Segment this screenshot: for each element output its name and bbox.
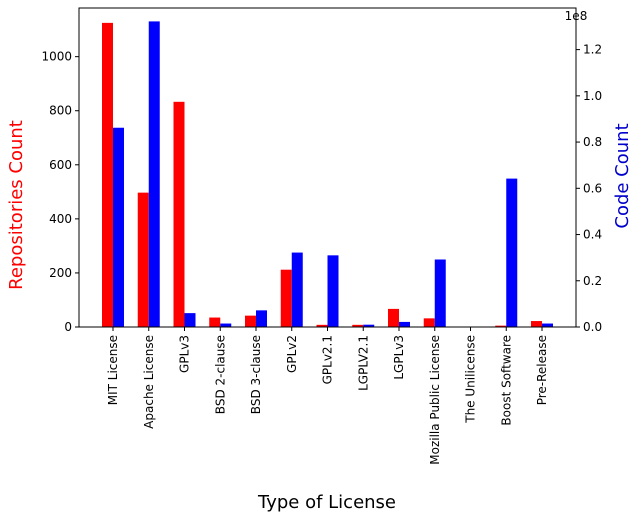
left-axis-ticks: 0 200 400 600 800 1000 [41,50,79,334]
bar-code-count-6 [327,255,339,327]
bar-code-count-7 [363,324,375,327]
bar-code-count-4 [256,310,267,327]
right-axis-ticks: 0.0 0.2 0.4 0.6 0.8 1.0 1.2 [576,43,602,334]
left-tick-label: 400 [49,212,72,226]
x-tick-label: The Unilicense [464,335,478,424]
right-axis-label: Code Count [612,123,633,228]
bar-repositories-4 [245,315,256,327]
bar-code-count-11 [506,178,518,327]
x-tick-label: Apache License [142,335,156,429]
x-tick-label: GPLv3 [178,335,192,373]
bar-repositories-0 [102,22,113,327]
bar-repositories-6 [316,324,328,327]
x-tick-label: Boost Software [499,335,513,426]
left-tick-label: 1000 [41,50,72,64]
bar-code-count-8 [399,321,410,327]
bar-repositories-8 [388,308,399,327]
x-tick-label: LGPLV2.1 [356,335,370,391]
bar-repositories-2 [173,101,185,328]
x-tick-label: Pre-Release [535,335,549,405]
right-tick-label: 0.4 [583,228,602,242]
bar-repositories-9 [423,318,435,327]
left-tick-label: 600 [49,158,72,172]
right-tick-label: 0.8 [583,135,602,149]
bar-code-count-12 [542,323,553,327]
right-tick-label: 1.2 [583,43,602,57]
x-tick-label: BSD 2-clause [213,335,227,414]
right-tick-label: 0.6 [583,181,602,195]
x-tick-label: MIT License [106,335,120,405]
bar-code-count-3 [220,323,232,327]
x-tick-label: LGPLv3 [392,335,406,380]
bar-repositories-1 [137,192,149,327]
bar-repositories-5 [280,269,292,327]
right-tick-label: 1.0 [583,89,602,103]
right-tick-label: 0.0 [583,320,602,334]
bar-repositories-11 [495,325,507,327]
x-axis-ticks: MIT License Apache License GPLv3 BSD 2-clau… [106,327,549,465]
x-tick-label: BSD 3-clause [249,335,263,414]
left-tick-label: 200 [49,266,72,280]
bar-repositories-3 [209,317,221,327]
left-axis-label: Repositories Count [6,120,27,290]
code-count-bars [113,21,553,328]
bar-code-count-9 [434,259,446,327]
left-tick-label: 0 [64,320,72,334]
bar-repositories-12 [531,321,542,327]
left-tick-label: 800 [49,104,72,118]
x-axis-label: Type of License [257,492,396,513]
right-tick-label: 0.2 [583,274,602,288]
bar-code-count-0 [113,127,124,328]
x-tick-label: GPLv2 [285,335,299,373]
bar-repositories-7 [352,324,364,327]
right-axis-multiplier: 1e8 [565,9,588,23]
bar-code-count-1 [148,21,160,327]
x-tick-label: GPLv2.1 [321,335,335,384]
bar-code-count-2 [184,313,196,327]
repositories-bars [102,22,542,328]
bar-code-count-5 [291,252,303,327]
x-tick-label: Mozilla Public License [428,335,442,465]
